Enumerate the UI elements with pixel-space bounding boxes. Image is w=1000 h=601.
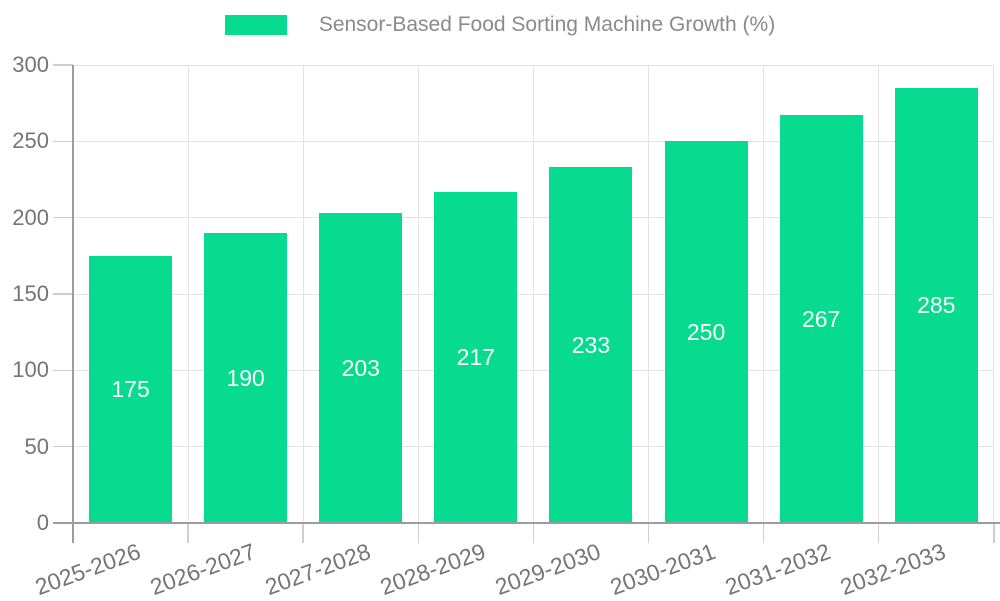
bar-value-label: 233 <box>571 332 611 359</box>
y-tick-label: 0 <box>36 510 49 535</box>
gridline-v <box>302 65 304 523</box>
gridline-v <box>532 65 534 523</box>
bar <box>204 232 288 523</box>
bar-value-label: 203 <box>341 355 380 382</box>
x-tick-label: 2029-2030 <box>491 538 604 601</box>
legend-label: Sensor-Based Food Sorting Machine Growth… <box>318 13 776 36</box>
x-tick-label: 2030-2031 <box>606 538 719 601</box>
y-tick-label: 100 <box>12 357 49 383</box>
gridline-v <box>187 65 189 523</box>
x-tick <box>762 523 765 543</box>
x-tick <box>877 523 880 543</box>
bar <box>319 213 403 523</box>
x-tick-label: 2026-2027 <box>146 538 259 601</box>
x-tick <box>187 523 189 543</box>
x-tick-label: 2031-2032 <box>721 538 835 601</box>
bar-value-label: 250 <box>686 319 726 346</box>
x-axis-line <box>53 522 1000 524</box>
x-tick-label: 2027-2028 <box>261 538 374 601</box>
x-tick <box>532 523 535 543</box>
y-tick <box>53 140 73 143</box>
x-tick-label: 2028-2029 <box>376 538 489 601</box>
gridline-v <box>763 65 765 523</box>
bar <box>664 141 748 523</box>
legend-swatch <box>224 15 287 35</box>
gridline-v <box>648 65 649 523</box>
bar <box>89 255 173 523</box>
bar-value-label: 190 <box>226 364 265 391</box>
y-tick <box>53 64 73 66</box>
y-tick <box>53 445 73 448</box>
bar <box>549 167 633 523</box>
y-axis-line <box>72 65 74 543</box>
x-tick <box>417 523 420 543</box>
x-tick <box>302 523 304 543</box>
y-tick <box>53 293 73 295</box>
y-tick-label: 150 <box>12 281 49 306</box>
gridline-v <box>993 65 995 523</box>
y-tick-label: 250 <box>12 128 49 154</box>
bar <box>779 115 863 523</box>
bar-value-label: 285 <box>917 292 956 319</box>
bar-value-label: 217 <box>456 344 496 371</box>
bar <box>894 87 978 523</box>
gridline-v <box>417 65 419 523</box>
bar-value-label: 175 <box>111 376 150 403</box>
x-tick <box>993 523 995 543</box>
y-tick-label: 50 <box>24 433 49 459</box>
y-tick <box>53 369 73 372</box>
gridline-v <box>878 65 880 523</box>
legend[interactable]: Sensor-Based Food Sorting Machine Growth… <box>0 13 1000 37</box>
y-tick <box>53 216 73 219</box>
y-tick-label: 300 <box>12 52 49 77</box>
x-tick-label: 2032-2033 <box>836 538 950 601</box>
x-tick <box>647 523 650 543</box>
bar-value-label: 267 <box>801 306 841 333</box>
bar <box>434 191 518 523</box>
x-tick-label: 2025-2026 <box>31 538 144 601</box>
y-tick-label: 200 <box>12 204 49 230</box>
